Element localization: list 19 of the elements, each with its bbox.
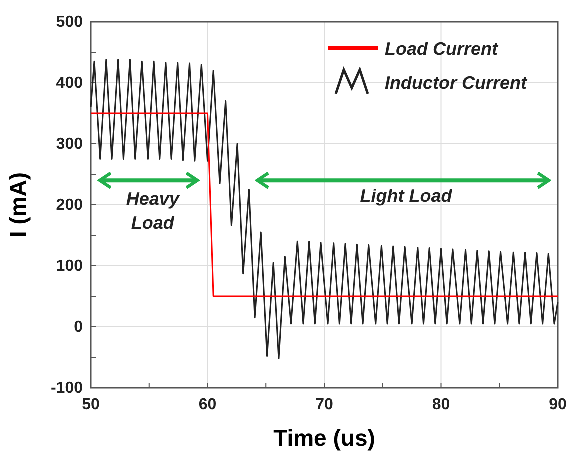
x-tick-label: 70 — [316, 396, 334, 414]
y-tick-label: 200 — [56, 197, 84, 214]
x-tick-label: 80 — [432, 396, 450, 414]
annotation: Heavy Load — [126, 189, 180, 233]
x-tick-label: 50 — [82, 396, 100, 414]
y-tick-label: 300 — [56, 136, 84, 154]
legend-label: Inductor Current — [385, 73, 528, 93]
line-series — [90, 59, 559, 360]
x-tick-label: 60 — [198, 396, 217, 414]
y-tick-label: 0 — [74, 319, 84, 336]
annotation: Light Load — [360, 186, 454, 206]
y-tick-label: 100 — [56, 258, 84, 276]
legend-label: Load Current — [385, 39, 500, 59]
y-tick-label: 400 — [56, 75, 84, 92]
y-tick-label: 500 — [56, 14, 84, 32]
x-axis-title: Time (us) — [274, 425, 376, 451]
x-tick-label: 90 — [549, 396, 567, 414]
y-axis-title: I (mA) — [5, 172, 31, 238]
y-tick-label: -100 — [50, 380, 84, 398]
